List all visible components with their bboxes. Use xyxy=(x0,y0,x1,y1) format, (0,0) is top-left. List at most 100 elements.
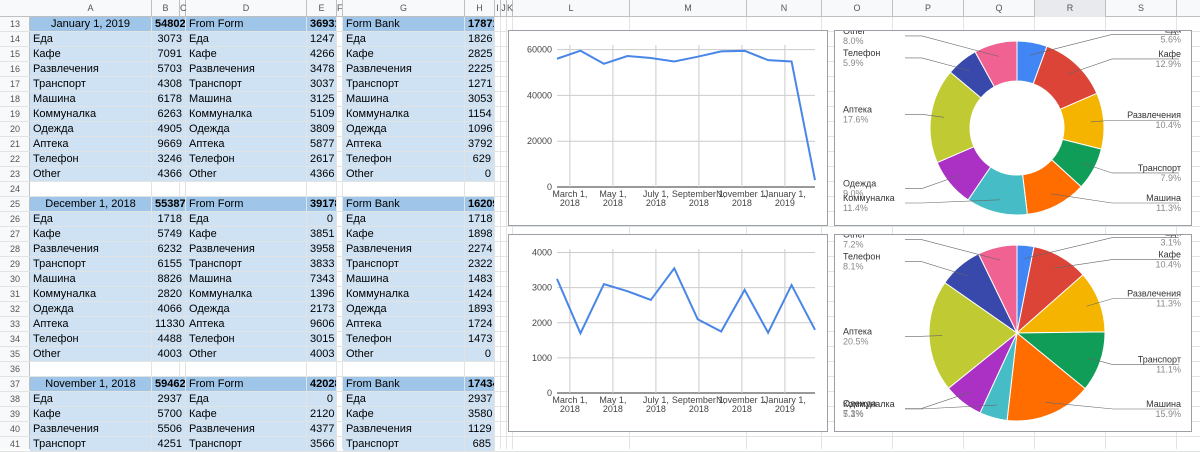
column-header-q[interactable]: Q xyxy=(964,0,1035,17)
bank-amount-cell[interactable]: 1424 xyxy=(465,287,495,302)
block-date-header[interactable]: December 1, 2018 xyxy=(30,197,152,212)
column-header-n[interactable]: N xyxy=(747,0,822,17)
form-category-cell[interactable]: Еда xyxy=(186,392,307,407)
row-header-19[interactable]: 19 xyxy=(0,107,30,122)
amount-cell[interactable]: 5749 xyxy=(152,227,186,242)
bank-amount-cell[interactable]: 685 xyxy=(465,437,495,452)
bank-total-cell[interactable]: 17871 xyxy=(465,17,495,32)
bank-category-cell[interactable]: Other xyxy=(343,347,465,362)
amount-cell[interactable]: 3073 xyxy=(152,32,186,47)
category-cell[interactable]: Машина xyxy=(30,92,152,107)
bank-amount-cell[interactable]: 1898 xyxy=(465,227,495,242)
category-cell[interactable]: Аптека xyxy=(30,317,152,332)
bank-category-cell[interactable]: Машина xyxy=(343,272,465,287)
category-cell[interactable]: Кафе xyxy=(30,47,152,62)
bank-amount-cell[interactable]: 2937 xyxy=(465,392,495,407)
form-amount-cell[interactable]: 9606 xyxy=(307,317,337,332)
bank-category-cell[interactable]: Развлечения xyxy=(343,242,465,257)
amount-cell[interactable]: 4251 xyxy=(152,437,186,452)
amount-cell[interactable]: 4905 xyxy=(152,122,186,137)
form-amount-cell[interactable]: 3809 xyxy=(307,122,337,137)
category-cell[interactable]: Коммуналка xyxy=(30,287,152,302)
category-cell[interactable]: Развлечения xyxy=(30,242,152,257)
category-cell[interactable]: Развлечения xyxy=(30,62,152,77)
pie-chart-2[interactable]: Еда3.1%Кафе10.4%Развлечения11.3%Транспор… xyxy=(834,234,1192,432)
column-header-g[interactable]: G xyxy=(343,0,465,17)
form-amount-cell[interactable]: 4377 xyxy=(307,422,337,437)
row-header-38[interactable]: 38 xyxy=(0,392,30,407)
row-header-32[interactable]: 32 xyxy=(0,302,30,317)
column-header-b[interactable]: B xyxy=(152,0,180,17)
bank-category-cell[interactable]: Other xyxy=(343,167,465,182)
bank-amount-cell[interactable]: 1271 xyxy=(465,77,495,92)
column-header-p[interactable]: P xyxy=(893,0,964,17)
form-category-cell[interactable]: Аптека xyxy=(186,317,307,332)
bank-category-cell[interactable]: Кафе xyxy=(343,47,465,62)
form-amount-cell[interactable]: 3958 xyxy=(307,242,337,257)
amount-cell[interactable]: 4066 xyxy=(152,302,186,317)
category-cell[interactable]: Еда xyxy=(30,392,152,407)
category-cell[interactable]: Одежда xyxy=(30,302,152,317)
form-category-cell[interactable]: Other xyxy=(186,167,307,182)
form-category-cell[interactable]: Машина xyxy=(186,92,307,107)
form-amount-cell[interactable]: 3478 xyxy=(307,62,337,77)
bank-amount-cell[interactable]: 629 xyxy=(465,152,495,167)
bank-category-cell[interactable]: Кафе xyxy=(343,227,465,242)
form-category-cell[interactable]: Телефон xyxy=(186,152,307,167)
amount-cell[interactable]: 4003 xyxy=(152,347,186,362)
form-amount-cell[interactable]: 4003 xyxy=(307,347,337,362)
category-cell[interactable]: Еда xyxy=(30,212,152,227)
bank-amount-cell[interactable]: 2825 xyxy=(465,47,495,62)
bank-amount-cell[interactable]: 1154 xyxy=(465,107,495,122)
row-header-16[interactable]: 16 xyxy=(0,62,30,77)
form-amount-cell[interactable]: 0 xyxy=(307,212,337,227)
bank-amount-cell[interactable]: 2322 xyxy=(465,257,495,272)
amount-cell[interactable]: 4366 xyxy=(152,167,186,182)
bank-category-cell[interactable]: Транспорт xyxy=(343,437,465,452)
row-header-21[interactable]: 21 xyxy=(0,137,30,152)
form-category-cell[interactable]: Транспорт xyxy=(186,437,307,452)
block-total-cell[interactable]: 54802 xyxy=(152,17,186,32)
bank-category-cell[interactable]: Еда xyxy=(343,212,465,227)
form-category-cell[interactable]: Еда xyxy=(186,212,307,227)
bank-category-cell[interactable]: Еда xyxy=(343,392,465,407)
amount-cell[interactable]: 5703 xyxy=(152,62,186,77)
column-header-a[interactable]: A xyxy=(30,0,152,17)
category-cell[interactable]: Кафе xyxy=(30,407,152,422)
bank-category-cell[interactable]: Одежда xyxy=(343,122,465,137)
bank-amount-cell[interactable]: 1483 xyxy=(465,272,495,287)
bank-category-cell[interactable]: Телефон xyxy=(343,152,465,167)
amount-cell[interactable]: 6232 xyxy=(152,242,186,257)
form-amount-cell[interactable]: 3037 xyxy=(307,77,337,92)
form-category-cell[interactable]: Кафе xyxy=(186,227,307,242)
form-label-header[interactable]: From Form xyxy=(186,377,307,392)
row-header-35[interactable]: 35 xyxy=(0,347,30,362)
column-header-s[interactable]: S xyxy=(1106,0,1177,17)
form-amount-cell[interactable]: 4266 xyxy=(307,47,337,62)
form-category-cell[interactable]: Развлечения xyxy=(186,242,307,257)
form-category-cell[interactable]: Коммуналка xyxy=(186,287,307,302)
bank-category-cell[interactable]: Телефон xyxy=(343,332,465,347)
form-amount-cell[interactable]: 2617 xyxy=(307,152,337,167)
row-header-28[interactable]: 28 xyxy=(0,242,30,257)
bank-label-header[interactable]: Form Bank xyxy=(343,17,465,32)
category-cell[interactable]: Транспорт xyxy=(30,437,152,452)
form-amount-cell[interactable]: 1396 xyxy=(307,287,337,302)
category-cell[interactable]: Транспорт xyxy=(30,77,152,92)
form-label-header[interactable]: From Form xyxy=(186,17,307,32)
row-header-40[interactable]: 40 xyxy=(0,422,30,437)
form-category-cell[interactable]: Машина xyxy=(186,272,307,287)
column-header-l[interactable]: L xyxy=(513,0,630,17)
bank-amount-cell[interactable]: 3053 xyxy=(465,92,495,107)
amount-cell[interactable]: 2937 xyxy=(152,392,186,407)
category-cell[interactable]: Other xyxy=(30,347,152,362)
form-category-cell[interactable]: Аптека xyxy=(186,137,307,152)
bank-total-cell[interactable]: 17434 xyxy=(465,377,495,392)
category-cell[interactable]: Телефон xyxy=(30,152,152,167)
bank-category-cell[interactable]: Коммуналка xyxy=(343,287,465,302)
row-header-31[interactable]: 31 xyxy=(0,287,30,302)
category-cell[interactable]: Аптека xyxy=(30,137,152,152)
bank-amount-cell[interactable]: 1724 xyxy=(465,317,495,332)
column-header-t[interactable]: T xyxy=(1177,0,1200,17)
